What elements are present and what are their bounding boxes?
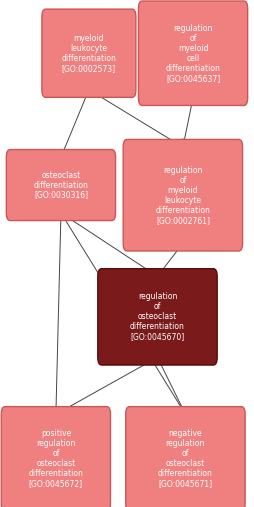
FancyBboxPatch shape [42,9,136,97]
Text: regulation
of
myeloid
leukocyte
differentiation
[GO:0002761]: regulation of myeloid leukocyte differen… [155,166,210,225]
FancyBboxPatch shape [126,407,245,507]
FancyBboxPatch shape [98,269,217,365]
Text: positive
regulation
of
osteoclast
differentiation
[GO:0045672]: positive regulation of osteoclast differ… [28,429,83,488]
FancyBboxPatch shape [138,1,248,105]
Text: regulation
of
myeloid
cell
differentiation
[GO:0045637]: regulation of myeloid cell differentiati… [166,24,220,83]
FancyBboxPatch shape [1,407,110,507]
Text: negative
regulation
of
osteoclast
differentiation
[GO:0045671]: negative regulation of osteoclast differ… [158,429,213,488]
FancyBboxPatch shape [123,139,243,251]
Text: regulation
of
osteoclast
differentiation
[GO:0045670]: regulation of osteoclast differentiation… [130,292,185,342]
FancyBboxPatch shape [6,150,116,221]
Text: myeloid
leukocyte
differentiation
[GO:0002573]: myeloid leukocyte differentiation [GO:00… [61,33,116,73]
Text: osteoclast
differentiation
[GO:0030316]: osteoclast differentiation [GO:0030316] [34,170,88,200]
